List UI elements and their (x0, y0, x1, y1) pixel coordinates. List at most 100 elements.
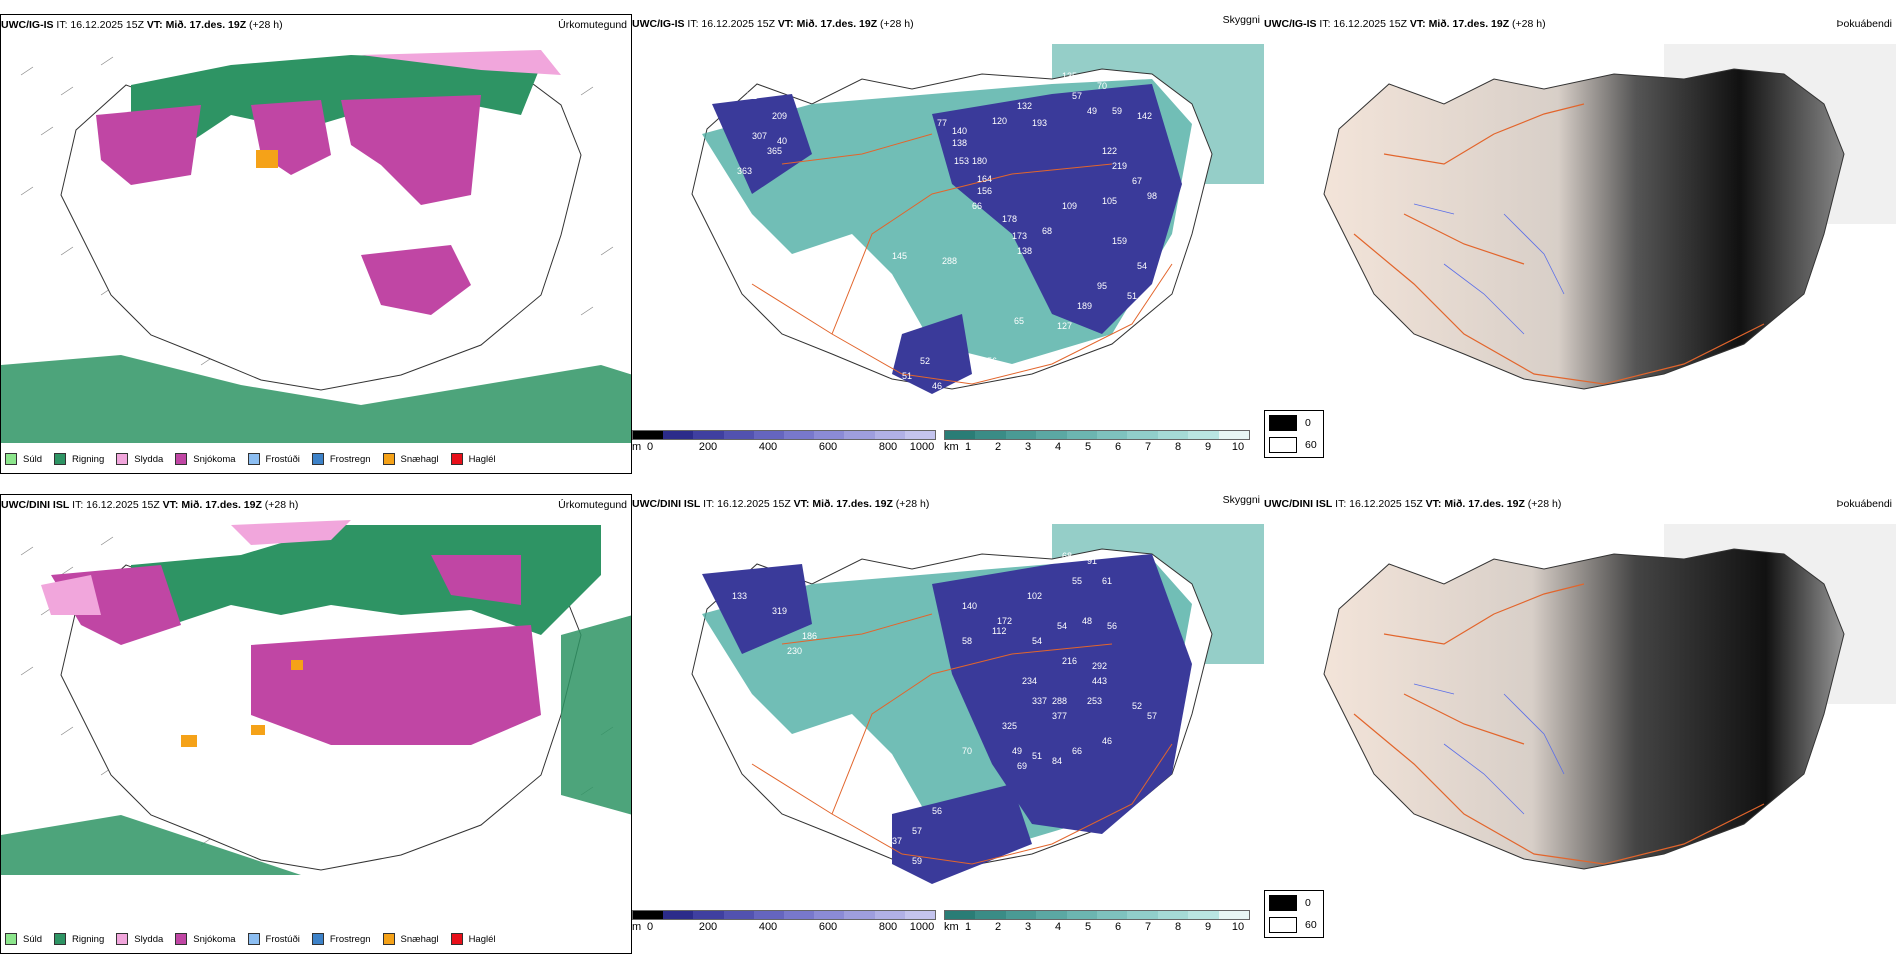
snow-hail-spot (291, 660, 303, 670)
lead-time: (+28 h) (895, 498, 930, 510)
cloud-label: 288 (1052, 696, 1067, 706)
slydda-w (41, 575, 101, 615)
valid-time-label: VT: (162, 499, 179, 511)
cloud-label: 105 (1102, 196, 1117, 206)
cloud-label: 138 (952, 138, 967, 148)
cloud-label: 98 (1147, 191, 1157, 201)
slydda-ne (231, 520, 351, 545)
fog-panel-top: UWC/IG-IS IT: 16.12.2025 15Z VT: Mið. 17… (1264, 14, 1896, 474)
cloud-label: 189 (1077, 301, 1092, 311)
legend-item: Frostregn (311, 933, 371, 945)
panel-title: Þokuábendi (1836, 18, 1892, 30)
cloud-label: 66 (972, 201, 982, 211)
legend-item: Haglél (450, 933, 496, 945)
rivers (1413, 203, 1565, 335)
panel-header: UWC/DINI ISL IT: 16.12.2025 15Z VT: Mið.… (1264, 498, 1896, 514)
init-time: IT: 16.12.2025 15Z (56, 19, 144, 31)
cloud-label: 70 (1097, 81, 1107, 91)
cloud-top-colorbar: m 0 200 400 600 800 1000 (632, 430, 936, 462)
cloud-label: 216 (1062, 656, 1077, 666)
model-name: UWC/DINI ISL (632, 498, 701, 510)
colorbar-scale (632, 430, 936, 440)
init-time: IT: 16.12.2025 15Z (72, 499, 160, 511)
cloud-label: 138 (1017, 246, 1032, 256)
snow-area-3 (431, 555, 521, 605)
cloud-label: 164 (977, 174, 992, 184)
rain-south (1, 815, 301, 875)
cloud-label: 190 (722, 91, 737, 101)
model-name: UWC/IG-IS (632, 18, 685, 30)
cloud-label: 52 (1132, 701, 1142, 711)
panel-header: UWC/IG-IS IT: 16.12.2025 15Z VT: Mið. 17… (1, 19, 631, 35)
cloud-label: 319 (772, 606, 787, 616)
cloud-label: 337 (1032, 696, 1047, 706)
model-name: UWC/DINI ISL (1, 499, 70, 511)
valid-time: Mið. 17.des. 19Z (181, 499, 262, 511)
cloud-base-colorbar: km 1 2 3 4 5 6 7 8 9 10 (944, 910, 1250, 942)
cloud-label: 49 (1087, 106, 1097, 116)
model-name: UWC/IG-IS (1264, 18, 1317, 30)
rivers (1413, 683, 1565, 815)
colorbar-scale (944, 430, 1250, 440)
cloud-label: 109 (1062, 201, 1077, 211)
panel-title: Þokuábendi (1836, 498, 1892, 510)
lead-time: (+28 h) (249, 19, 283, 31)
panel-title: Skyggni (1222, 14, 1260, 26)
legend-item: Slydda (116, 453, 163, 465)
cloud-label: 219 (1112, 161, 1127, 171)
cloud-label: 46 (932, 381, 942, 391)
cloud-label: 102 (1027, 591, 1042, 601)
fog-legend-row: 0 (1269, 893, 1319, 913)
legend-item: Rigning (54, 453, 104, 465)
cloud-label: 56 (932, 806, 942, 816)
valid-time-label: VT: (793, 498, 810, 510)
cloud-label: 52 (920, 356, 930, 366)
cloud-label: 58 (962, 636, 972, 646)
cloud-label: 68 (1062, 551, 1072, 561)
panel-header: UWC/DINI ISL IT: 16.12.2025 15Z VT: Mið.… (1, 499, 631, 515)
cloud-top-labels: 68 91 55 61 54 48 56 140 102 172 133 319… (732, 551, 1157, 866)
cloud-label: 193 (1032, 118, 1047, 128)
panel-header: UWC/DINI ISL IT: 16.12.2025 15Z VT: Mið.… (632, 494, 1264, 514)
cloud-label: 44 (932, 396, 942, 406)
cloud-label: 172 (997, 616, 1012, 626)
precip-legend: Súld Rigning Slydda Snjókoma Frostúði Fr… (5, 931, 508, 947)
valid-time: Mið. 17.des. 19Z (1428, 18, 1510, 30)
lead-time: (+28 h) (1527, 498, 1562, 510)
colorbar-ticks: m 0 200 400 600 800 1000 (632, 921, 935, 933)
cloud-label: 54 (1057, 621, 1067, 631)
cloud-label: 365 (767, 146, 782, 156)
cloud-label: 69 (1017, 761, 1027, 771)
cloud-label: 72 (747, 91, 757, 101)
cloud-label: 140 (952, 126, 967, 136)
rain-east (561, 615, 631, 815)
cloud-label: 159 (1112, 236, 1127, 246)
valid-time-label: VT: (1425, 498, 1442, 510)
cloud-label: 37 (892, 836, 902, 846)
init-time: IT: 16.12.2025 15Z (1335, 498, 1423, 510)
snow-hail-spot (181, 735, 197, 747)
cloud-top-area-1 (932, 84, 1182, 334)
legend-item: Súld (5, 933, 42, 945)
lead-time: (+28 h) (264, 499, 299, 511)
cloud-label: 112 (992, 626, 1006, 636)
valid-time: Mið. 17.des. 19Z (165, 19, 247, 31)
cloud-top-area-2 (712, 94, 812, 194)
cloud-label: 127 (1057, 321, 1072, 331)
cloud-label: 288 (942, 256, 957, 266)
cloud-label: 54 (1137, 261, 1147, 271)
cloud-panel-top: UWC/IG-IS IT: 16.12.2025 15Z VT: Mið. 17… (632, 14, 1264, 474)
cloud-label: 68 (1042, 226, 1052, 236)
panel-title: Úrkomutegund (558, 499, 627, 511)
legend-item: Frostregn (311, 453, 371, 465)
cloud-top-colorbar: m 0 200 400 600 800 1000 (632, 910, 936, 942)
cloud-label: 292 (1092, 661, 1107, 671)
fog-legend-row: 60 (1269, 915, 1319, 935)
cloud-label: 173 (1012, 231, 1027, 241)
cloud-label: 51 (902, 371, 912, 381)
legend-item: Súld (5, 453, 42, 465)
legend-item: Snjókoma (175, 453, 236, 465)
cloud-label: 51 (1032, 751, 1042, 761)
lead-time: (+28 h) (880, 18, 914, 30)
colorbar-ticks: km 1 2 3 4 5 6 7 8 9 10 (944, 441, 1245, 453)
